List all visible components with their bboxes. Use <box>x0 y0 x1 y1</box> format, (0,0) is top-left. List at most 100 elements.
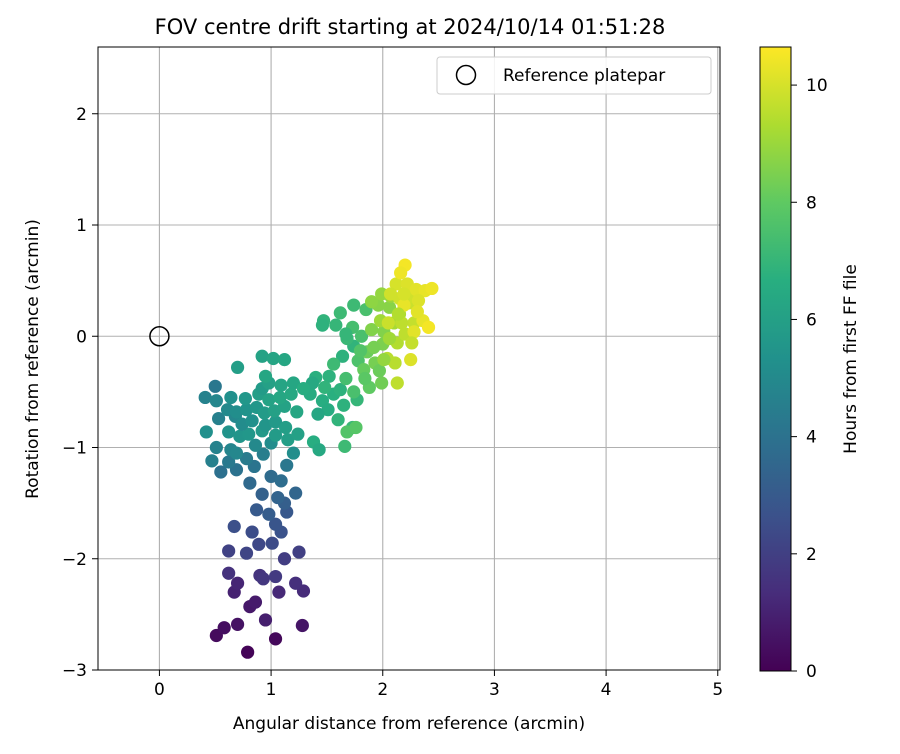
data-point <box>281 433 295 447</box>
data-point <box>268 415 283 429</box>
data-point <box>289 576 303 590</box>
y-tick-label: −2 <box>62 550 87 570</box>
legend: Reference platepar <box>436 56 712 95</box>
data-point <box>241 645 255 659</box>
colorbar-tick-label: 4 <box>806 428 817 448</box>
data-point <box>289 486 303 500</box>
data-point <box>335 349 350 363</box>
data-point <box>277 353 292 367</box>
data-point <box>229 405 244 419</box>
colorbar-label: Hours from first FF file <box>841 264 861 454</box>
colorbar-tick-label: 2 <box>806 545 817 565</box>
data-point <box>268 569 283 584</box>
data-point <box>333 306 347 320</box>
colorbar: 0 2 4 6 8 10 Hours from first FF file <box>759 46 861 682</box>
data-point <box>290 405 304 419</box>
data-point <box>222 455 236 469</box>
x-tick-label: 1 <box>266 680 277 700</box>
data-point <box>296 381 311 396</box>
data-point <box>274 474 288 488</box>
data-point <box>295 618 309 633</box>
chart-title: FOV centre drift starting at 2024/10/14 … <box>155 15 666 39</box>
data-point <box>286 446 301 460</box>
data-point <box>349 420 363 435</box>
data-point <box>256 572 270 586</box>
data-point <box>377 353 391 367</box>
data-point <box>230 576 245 590</box>
data-point <box>284 387 298 401</box>
data-point <box>411 294 426 308</box>
data-point <box>375 376 389 390</box>
data-point <box>198 390 212 405</box>
data-point <box>262 393 276 407</box>
x-tick-label: 3 <box>489 680 500 700</box>
data-point <box>229 446 244 460</box>
data-point <box>329 318 343 332</box>
data-point <box>339 371 353 386</box>
data-point <box>212 411 226 426</box>
data-point <box>347 385 361 399</box>
data-point <box>255 349 269 363</box>
data-point <box>277 552 292 566</box>
data-point <box>279 420 293 435</box>
data-point <box>347 298 361 312</box>
data-point <box>280 458 294 472</box>
data-point <box>312 443 326 457</box>
legend-reference-marker <box>455 64 477 86</box>
grid-lines <box>98 47 720 671</box>
data-point <box>372 364 387 378</box>
data-point <box>337 398 351 412</box>
data-point <box>199 425 213 439</box>
data-point <box>227 519 241 534</box>
data-point <box>389 277 403 291</box>
data-point <box>404 353 418 367</box>
data-point <box>214 465 228 479</box>
data-point <box>322 369 336 383</box>
y-tick-label: −1 <box>62 439 87 459</box>
colorbar-tick-label: 8 <box>806 193 817 213</box>
x-tick-label: 2 <box>377 680 388 700</box>
data-point <box>222 544 236 558</box>
data-point <box>239 546 254 560</box>
x-axis-label: Angular distance from reference (arcmin) <box>233 714 585 734</box>
data-point <box>256 447 270 461</box>
data-point <box>245 525 259 539</box>
data-point <box>354 329 369 343</box>
data-point <box>397 287 411 301</box>
data-point <box>205 454 219 468</box>
data-point <box>381 316 395 330</box>
data-point <box>230 360 245 374</box>
data-point <box>410 305 424 319</box>
data-point <box>258 418 273 432</box>
data-point <box>209 440 223 455</box>
data-point <box>230 617 245 631</box>
colorbar-tick-label: 10 <box>806 76 828 96</box>
y-axis: −3 −2 −1 0 1 2 <box>62 105 98 681</box>
data-point <box>333 383 347 397</box>
data-point <box>224 390 238 405</box>
data-point <box>265 536 279 550</box>
data-point <box>327 357 341 371</box>
data-point <box>245 414 259 428</box>
reference-point <box>149 326 170 347</box>
data-point <box>235 417 249 431</box>
data-point <box>390 376 404 390</box>
data-point <box>321 403 335 417</box>
data-points <box>198 258 439 659</box>
colorbar-gradient <box>759 46 792 672</box>
data-point <box>262 507 276 521</box>
y-axis-label: Rotation from reference (arcmin) <box>23 219 43 499</box>
data-point <box>268 632 283 646</box>
data-point <box>331 413 345 427</box>
x-tick-label: 0 <box>154 680 165 700</box>
data-point <box>242 427 256 441</box>
data-point <box>358 371 372 386</box>
y-tick-label: 2 <box>76 105 87 125</box>
data-point <box>243 476 257 490</box>
data-point <box>273 390 287 405</box>
y-tick-label: 1 <box>76 216 87 236</box>
reference-marker <box>149 326 170 347</box>
data-point <box>266 351 280 366</box>
data-point <box>208 379 222 393</box>
x-tick-label: 4 <box>601 680 612 700</box>
